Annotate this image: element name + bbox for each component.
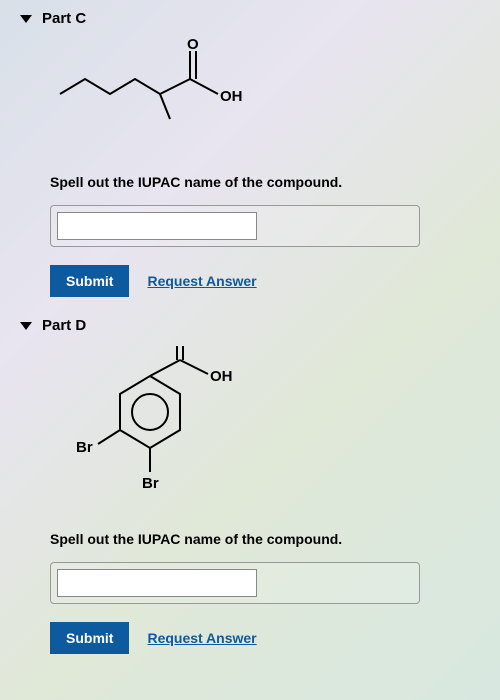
part-d-header[interactable]: Part D [20,317,480,334]
oxygen-label: O [187,39,199,53]
part-c-molecule: O OH [50,39,480,154]
part-c: Part C O OH Spell out the IUPAC n [20,10,480,297]
part-c-input-wrap [50,205,420,247]
hydroxyl-label: OH [220,88,243,105]
hydroxyl-label: OH [210,368,233,385]
chevron-down-icon [20,15,32,23]
part-d-title: Part D [42,317,86,334]
part-c-button-row: Submit Request Answer [50,265,480,297]
part-d-prompt: Spell out the IUPAC name of the compound… [50,531,480,547]
br2-label: Br [142,475,159,492]
part-c-prompt: Spell out the IUPAC name of the compound… [50,174,480,190]
br1-label: Br [76,439,93,456]
part-d-button-row: Submit Request Answer [50,622,480,654]
submit-button[interactable]: Submit [50,622,129,654]
request-answer-link[interactable]: Request Answer [147,273,256,289]
submit-button[interactable]: Submit [50,265,129,297]
part-d-content: O OH Br Br Spell out the IUPAC name of t… [20,346,480,654]
part-d-molecule: O OH Br Br [50,346,480,511]
chevron-down-icon [20,322,32,330]
part-c-answer-input[interactable] [57,212,257,240]
part-d-input-wrap [50,562,420,604]
part-d: Part D [20,317,480,654]
part-d-answer-input[interactable] [57,569,257,597]
part-c-title: Part C [42,10,86,27]
request-answer-link[interactable]: Request Answer [147,630,256,646]
part-c-header[interactable]: Part C [20,10,480,27]
part-c-content: O OH Spell out the IUPAC name of the com… [20,39,480,297]
